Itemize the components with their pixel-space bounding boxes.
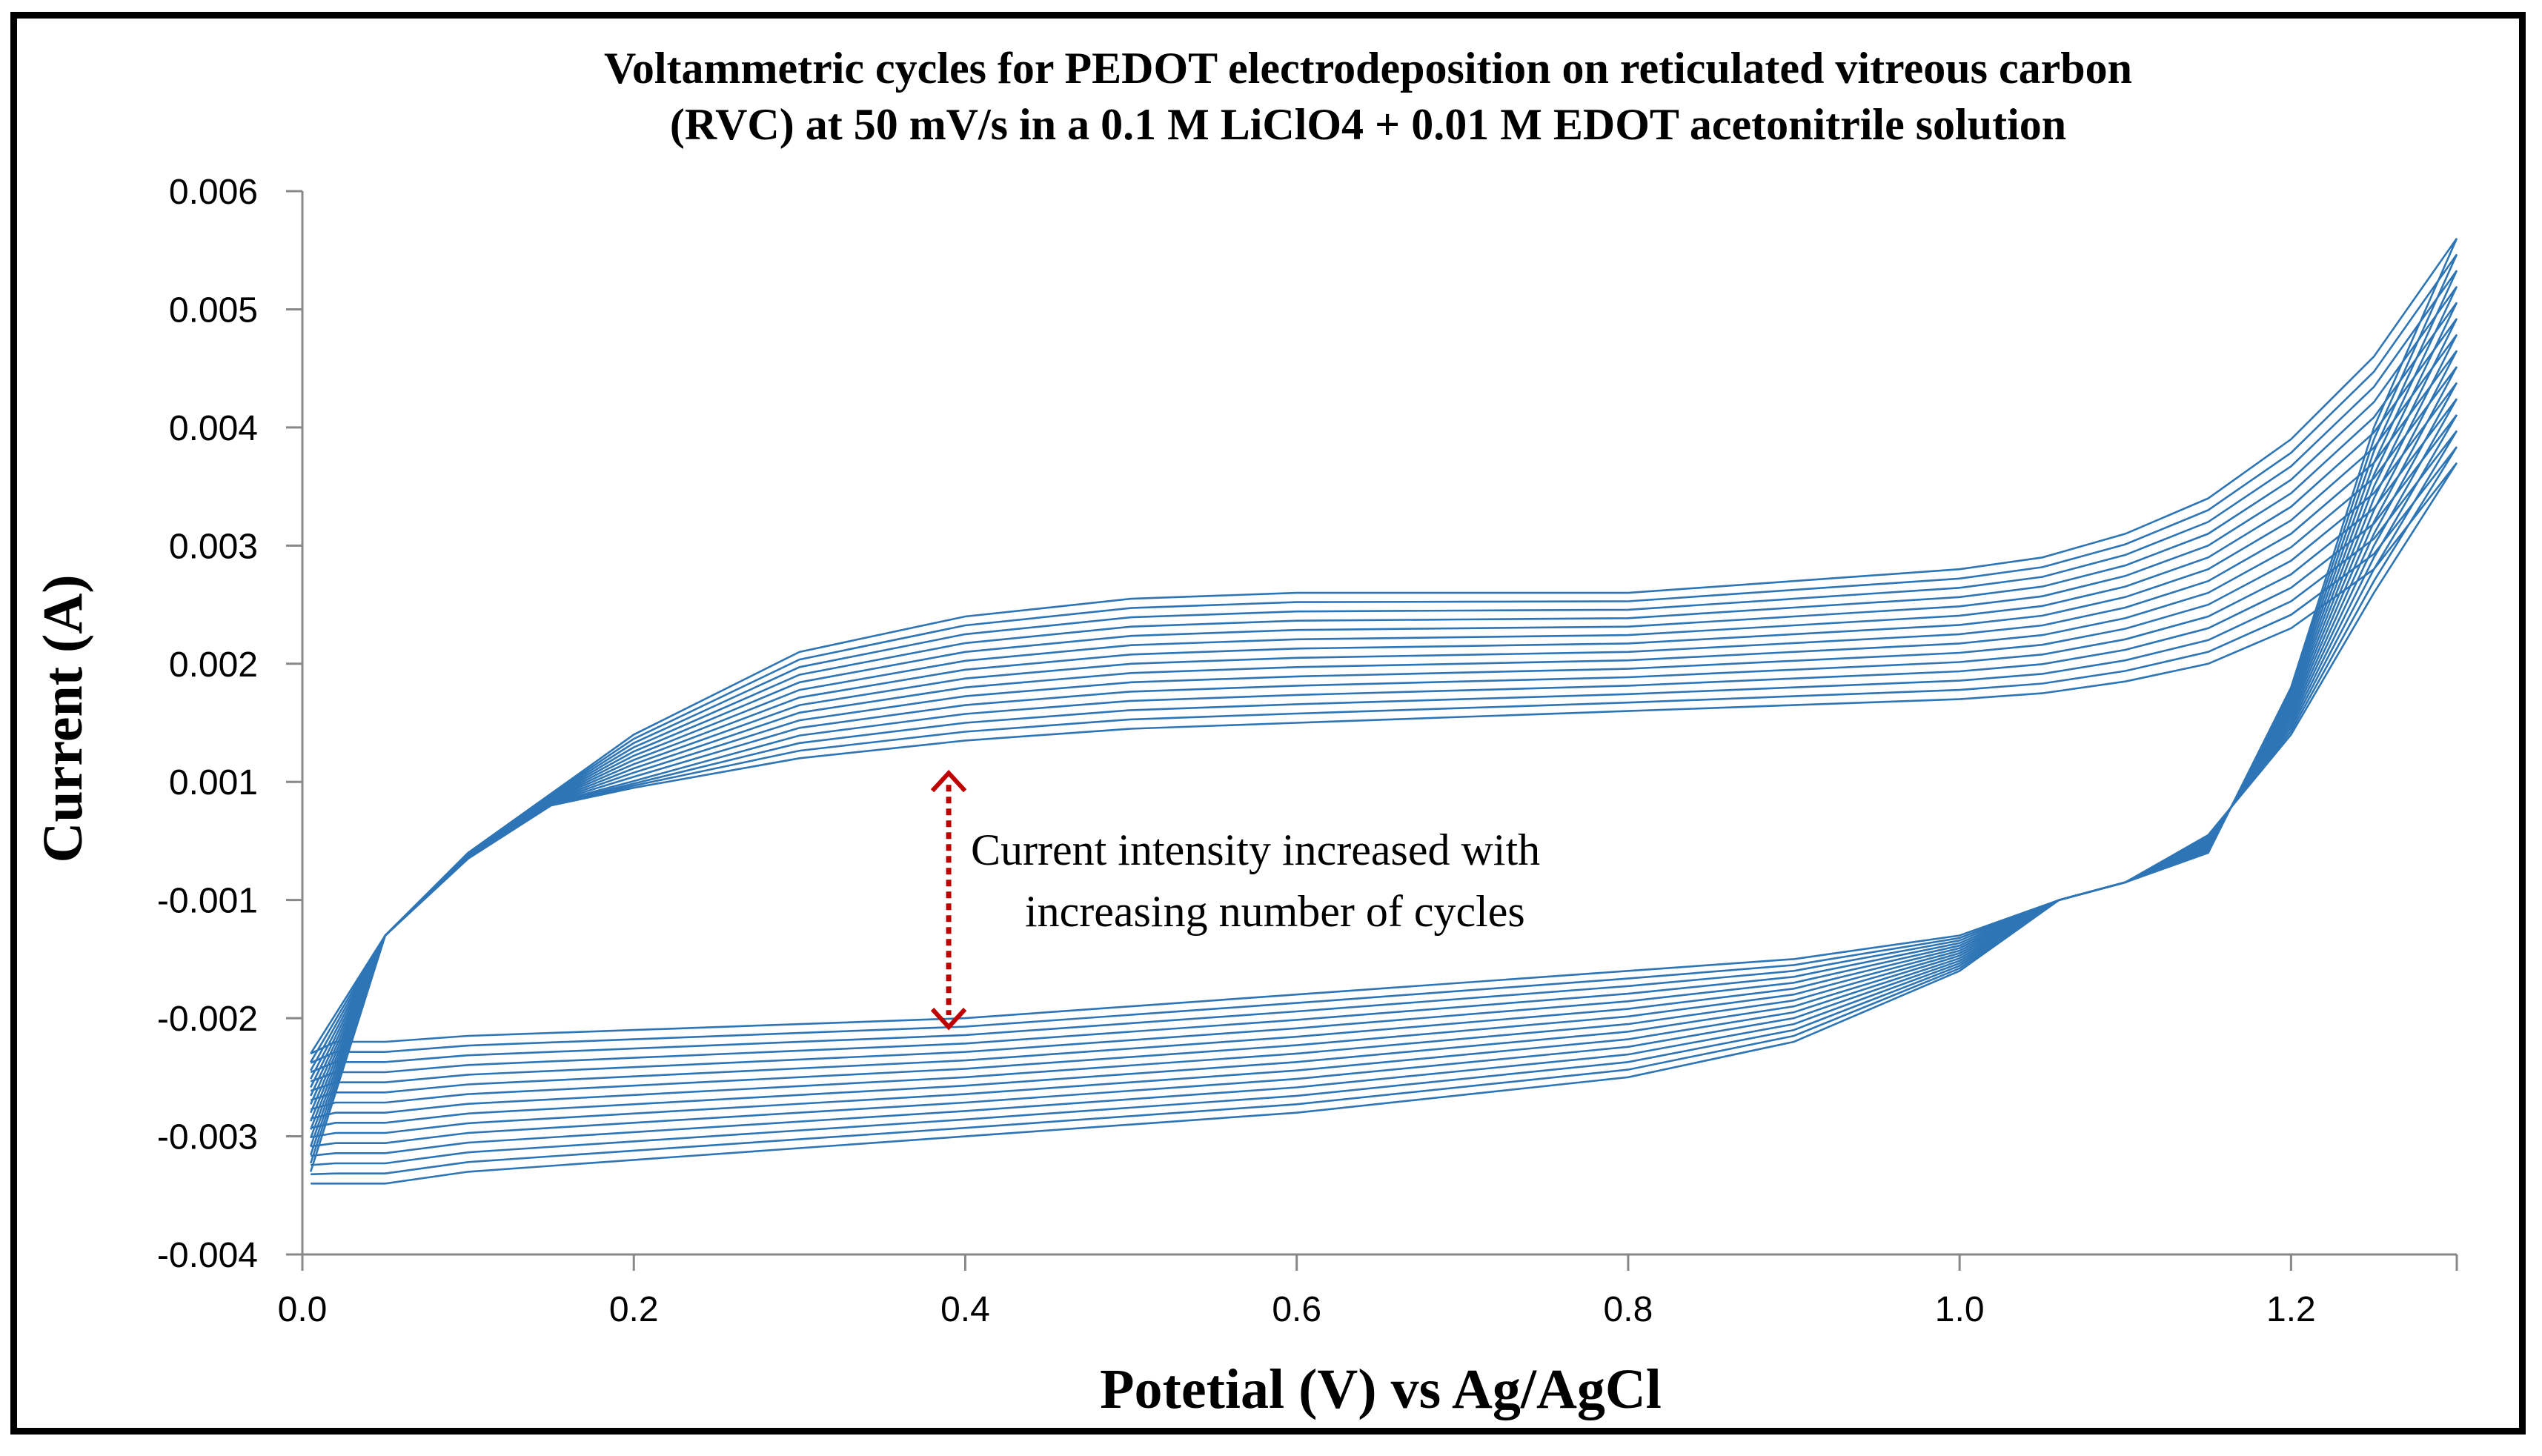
y-tick-label: -0.001 [157, 882, 258, 921]
y-axis: 0.006 0.005 0.004 0.003 0.002 0.001 -0.001 -0.0… [157, 173, 304, 1275]
cycle-curve [310, 446, 2458, 1064]
y-tick-label: 0.006 [169, 173, 258, 212]
cycle-curves [309, 238, 2458, 1185]
chart-title-line-2: (RVC) at 50 mV/s in a 0.1 M LiClO4 + 0.0… [670, 100, 2066, 149]
y-tick-label: -0.004 [157, 1236, 258, 1275]
cycle-curve [310, 366, 2458, 1111]
cycle-curve [309, 285, 2458, 1157]
y-tick-label: 0.003 [169, 527, 258, 566]
cycle-curve [309, 270, 2458, 1166]
y-tick-label: 0.001 [169, 763, 258, 802]
annotation-arrowhead-up [930, 769, 967, 793]
x-axis-label: Potetial (V) vs Ag/AgCl [1100, 1358, 1662, 1420]
x-tick-label: 1.0 [1935, 1290, 1985, 1329]
cycle-curve [310, 382, 2458, 1101]
cycle-curve [309, 302, 2458, 1148]
cycle-curve [309, 253, 2458, 1176]
annotation-line-1: Current intensity increased with [971, 825, 1540, 874]
y-axis-label: Current (A) [32, 574, 94, 862]
y-tick-label: 0.004 [169, 409, 258, 448]
x-axis: 0.0 0.2 0.4 0.6 0.8 1.0 1.2 [278, 1253, 2458, 1329]
cycle-curve [309, 333, 2458, 1129]
x-tick-label: 0.6 [1272, 1290, 1321, 1329]
cycle-curve [310, 350, 2458, 1120]
cycle-curve [309, 238, 2458, 1185]
y-tick-label: -0.003 [157, 1118, 258, 1157]
y-tick-label: 0.005 [169, 290, 258, 330]
x-tick-label: 1.2 [2266, 1290, 2316, 1329]
y-tick-label: -0.002 [157, 1000, 258, 1039]
cycle-curve [310, 462, 2458, 1055]
x-tick-label: 0.0 [278, 1290, 328, 1329]
chart-title-line-1: Voltammetric cycles for PEDOT electrodep… [604, 44, 2132, 93]
annotation-line-2: increasing number of cycles [1025, 887, 1525, 936]
x-tick-label: 0.4 [940, 1290, 990, 1329]
x-tick-label: 0.2 [609, 1290, 659, 1329]
annotation-arrowhead-down [930, 1008, 967, 1031]
y-tick-label: 0.002 [169, 645, 258, 685]
annotation: Current intensity increased with increas… [930, 769, 1540, 1031]
x-tick-label: 0.8 [1604, 1290, 1653, 1329]
cycle-curve [310, 398, 2458, 1092]
cycle-curve [309, 318, 2458, 1138]
